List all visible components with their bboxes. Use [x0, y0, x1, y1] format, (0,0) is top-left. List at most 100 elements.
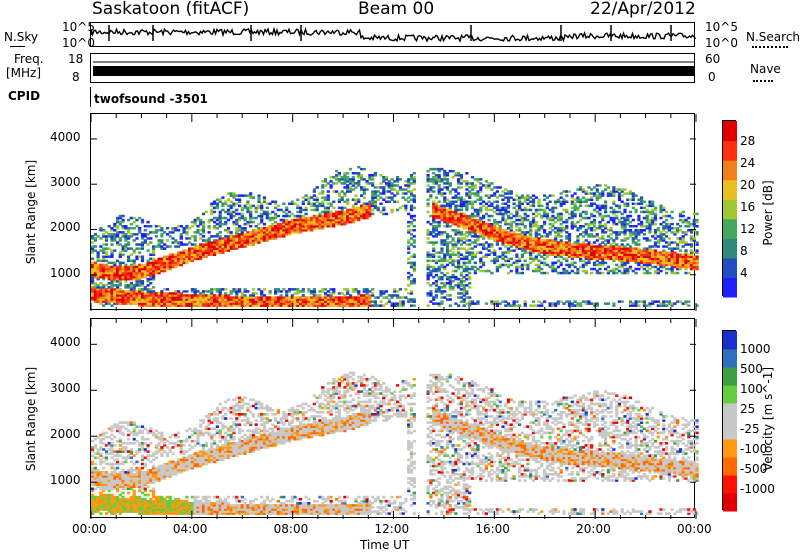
power-cell: [434, 178, 438, 181]
power-cell: [135, 284, 139, 287]
power-cell: [274, 235, 278, 238]
power-cell: [102, 300, 106, 303]
power-cell: [332, 200, 336, 203]
power-cell: [348, 300, 353, 303]
power-cell: [437, 251, 441, 254]
power-cell: [612, 247, 616, 250]
power-cell: [132, 284, 136, 287]
power-cell: [337, 296, 341, 299]
power-cell: [620, 249, 624, 252]
power-cell: [190, 296, 194, 299]
power-cell: [229, 241, 233, 244]
power-cell: [504, 304, 508, 307]
power-cell: [154, 261, 158, 265]
power-cell: [407, 231, 411, 234]
power-cell: [684, 302, 688, 305]
power-cell: [127, 267, 131, 271]
power-cell: [102, 290, 106, 293]
power-cell: [670, 241, 674, 244]
power-cell: [559, 222, 563, 226]
noise-tick-left-top: 10^5: [62, 20, 95, 34]
power-cell: [210, 243, 214, 246]
power-cell: [673, 263, 677, 267]
power-cell: [260, 292, 264, 295]
power-cell: [626, 257, 630, 261]
power-cell: [346, 304, 350, 307]
power-cell: [512, 214, 516, 218]
power-cell: [296, 296, 300, 299]
power-cell: [337, 292, 341, 295]
power-cell: [240, 231, 244, 234]
power-cell: [482, 231, 486, 234]
power-cell: [235, 237, 239, 240]
power-cell: [229, 290, 233, 293]
power-cell: [520, 265, 524, 269]
power-cell: [127, 296, 131, 299]
power-cell: [138, 290, 142, 293]
power-cell: [495, 265, 499, 269]
power-cell: [443, 182, 447, 185]
power-cell: [409, 300, 414, 303]
power-cell: [404, 188, 408, 191]
power-cell: [495, 243, 499, 246]
power-cell: [246, 304, 250, 307]
power-cell: [443, 198, 447, 201]
power-cell: [648, 222, 652, 226]
power-cell: [157, 257, 161, 261]
power-cell: [285, 304, 289, 307]
power-cell: [138, 251, 142, 254]
power-cell: [207, 300, 211, 303]
power-cell: [604, 222, 608, 226]
power-cell: [498, 231, 502, 234]
power-cell: [459, 206, 463, 210]
power-cell: [623, 204, 627, 208]
power-cell: [229, 233, 233, 236]
power-cell: [149, 241, 153, 244]
power-cell: [595, 198, 599, 201]
power-cell: [645, 251, 649, 254]
power-cell: [684, 253, 688, 256]
power-cell: [631, 239, 635, 242]
power-cell: [634, 249, 638, 252]
power-cell: [326, 202, 330, 205]
power-cell: [354, 288, 358, 291]
power-cell: [504, 235, 508, 238]
power-cell: [113, 263, 117, 267]
power-cell: [543, 220, 547, 224]
power-cell: [457, 261, 461, 265]
power-cell: [254, 296, 258, 299]
power-cell: [185, 243, 189, 246]
power-cell: [515, 243, 519, 246]
power-cell: [357, 302, 361, 305]
power-cell: [490, 300, 494, 303]
power-cell: [604, 257, 608, 261]
power-cell: [559, 239, 563, 242]
power-cell: [570, 249, 574, 252]
power-cell: [601, 225, 605, 228]
power-cell: [520, 218, 524, 222]
power-cell: [465, 235, 469, 238]
power-cell: [612, 186, 616, 189]
power-cell: [165, 257, 170, 261]
power-cell: [543, 243, 547, 246]
power-cell: [251, 196, 255, 199]
power-cell: [154, 304, 158, 307]
power-cell: [670, 216, 674, 220]
power-cell: [506, 257, 511, 261]
power-cell: [501, 214, 505, 218]
power-cell: [99, 245, 103, 248]
power-cell: [617, 265, 622, 269]
power-cell: [454, 231, 458, 234]
power-cell: [232, 290, 236, 293]
power-cell: [265, 300, 269, 303]
power-cell: [595, 251, 599, 254]
power-cell: [218, 245, 222, 248]
power-cell: [118, 239, 122, 242]
power-cell: [382, 186, 386, 189]
power-cell: [323, 225, 328, 228]
power-cell: [437, 255, 441, 258]
power-cell: [152, 265, 156, 269]
power-cell: [315, 225, 319, 228]
power-cell: [626, 218, 630, 222]
power-cell: [201, 245, 206, 248]
